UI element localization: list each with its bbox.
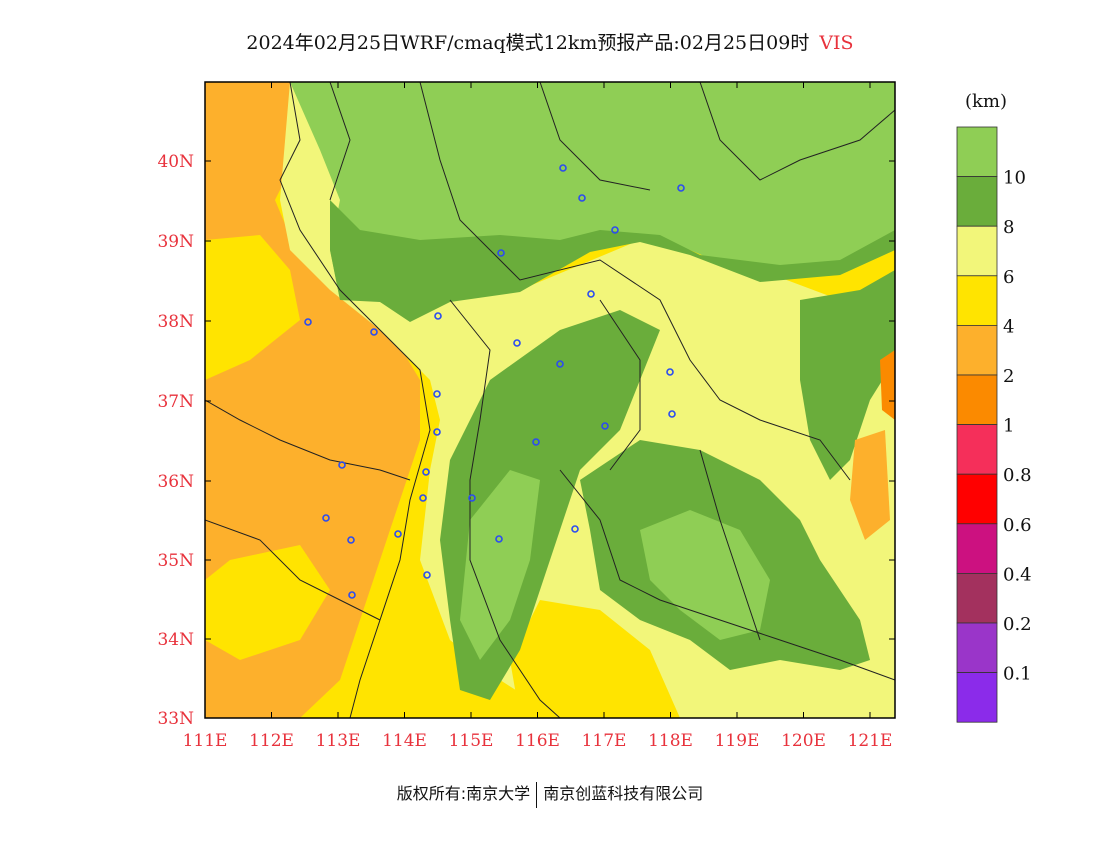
vis-1to2-spot-east	[880, 350, 895, 420]
lon-label: 120E	[781, 731, 826, 751]
footer-copyright: 版权所有:南京大学	[396, 784, 531, 803]
legend-label: 0.1	[1003, 664, 1032, 685]
lon-label: 113E	[316, 731, 361, 751]
station-marker	[433, 428, 441, 436]
station-marker	[468, 494, 476, 502]
lat-label: 33N	[157, 709, 194, 729]
station-marker	[495, 535, 503, 543]
legend-swatch	[956, 176, 998, 227]
map-title: 2024年02月25日WRF/cmaq模式12km预报产品:02月25日09时 V…	[0, 28, 1100, 55]
province-borders	[205, 82, 895, 718]
legend-colorbar: 10 8 6 4 2 1 0.8 0.6 0.4 0.2 0.1	[956, 126, 1032, 723]
axis-ticks	[204, 82, 895, 719]
legend-swatch	[956, 672, 998, 723]
lon-label: 121E	[848, 731, 893, 751]
lon-label: 116E	[515, 731, 560, 751]
station-marker	[434, 312, 442, 320]
station-marker	[347, 536, 355, 544]
legend-label: 0.2	[1003, 614, 1032, 635]
legend-swatch	[956, 424, 998, 475]
station-marker	[497, 249, 505, 257]
legend-label: 0.4	[1003, 564, 1032, 585]
station-marker	[394, 530, 402, 538]
vis-4to6-west-patch-2	[205, 545, 330, 660]
lon-label: 115E	[449, 731, 494, 751]
legend-swatch	[956, 473, 998, 525]
lat-label: 35N	[157, 551, 194, 571]
latitude-labels: 40N 39N 38N 37N 36N 35N 34N 33N	[157, 152, 194, 729]
lon-label: 114E	[382, 731, 427, 751]
vis-8to10-east	[800, 270, 895, 480]
legend-swatch	[956, 523, 998, 574]
title-variable: VIS	[819, 32, 854, 54]
lat-label: 39N	[157, 232, 194, 252]
vis-4to6-west-patch	[205, 235, 300, 380]
legend-swatch	[956, 622, 998, 673]
station-marker	[571, 525, 579, 533]
longitude-labels: 111E 112E 113E 114E 115E 116E 117E 118E 119E 120E…	[183, 731, 893, 751]
title-main: 2024年02月25日WRF/cmaq模式12km预报产品:02月25日09时	[246, 32, 810, 54]
station-marker	[322, 514, 330, 522]
lat-label: 36N	[157, 472, 194, 492]
map-frame	[204, 81, 896, 719]
lat-label: 37N	[157, 392, 194, 412]
station-marker	[666, 368, 674, 376]
station-marker	[304, 318, 312, 326]
station-markers	[304, 164, 685, 599]
vis-gt10-southeast	[640, 510, 770, 640]
legend-swatch	[956, 225, 998, 277]
lat-label: 40N	[157, 152, 194, 172]
station-marker	[370, 328, 378, 336]
station-marker	[668, 410, 676, 418]
station-marker	[513, 339, 521, 347]
station-marker	[433, 390, 441, 398]
legend-swatch	[956, 573, 998, 624]
station-marker	[611, 226, 619, 234]
lat-label: 38N	[157, 312, 194, 332]
station-marker	[532, 438, 540, 446]
lon-label: 111E	[183, 731, 228, 751]
station-marker	[601, 422, 609, 430]
legend-swatch	[956, 374, 998, 425]
footer-separator	[536, 781, 538, 808]
legend-swatch	[956, 126, 998, 177]
station-marker	[348, 591, 356, 599]
station-marker	[587, 290, 595, 298]
legend-swatch	[956, 275, 998, 326]
legend-label: 10	[1003, 168, 1026, 189]
station-marker	[423, 571, 431, 579]
legend-swatch	[956, 324, 998, 376]
footer-credit: 版权所有:南京大学 南京创蓝科技有限公司	[0, 780, 1100, 808]
legend-label: 0.8	[1003, 465, 1032, 486]
visibility-field	[205, 82, 895, 718]
vis-8to10-north-band	[330, 200, 895, 322]
lon-label: 119E	[715, 731, 760, 751]
legend-unit: (km)	[965, 91, 1007, 112]
vis-2to4-east	[850, 430, 890, 540]
vis-gt10-central	[460, 470, 540, 660]
footer-company: 南京创蓝科技有限公司	[543, 784, 704, 803]
station-marker	[338, 461, 346, 469]
station-marker	[677, 184, 685, 192]
station-marker	[419, 494, 427, 502]
legend-label: 0.6	[1003, 515, 1032, 536]
vis-4to6-south	[510, 600, 680, 718]
station-marker	[422, 468, 430, 476]
lon-label: 118E	[648, 731, 693, 751]
legend-label: 2	[1003, 366, 1014, 387]
lat-label: 34N	[157, 630, 194, 650]
station-marker	[578, 194, 586, 202]
legend-label: 6	[1003, 267, 1014, 288]
station-marker	[559, 164, 567, 172]
legend-label: 1	[1003, 416, 1014, 437]
lon-label: 112E	[249, 731, 294, 751]
legend-label: 8	[1003, 217, 1014, 238]
station-marker	[556, 360, 564, 368]
legend-label: 4	[1003, 316, 1014, 337]
lon-label: 117E	[582, 731, 627, 751]
